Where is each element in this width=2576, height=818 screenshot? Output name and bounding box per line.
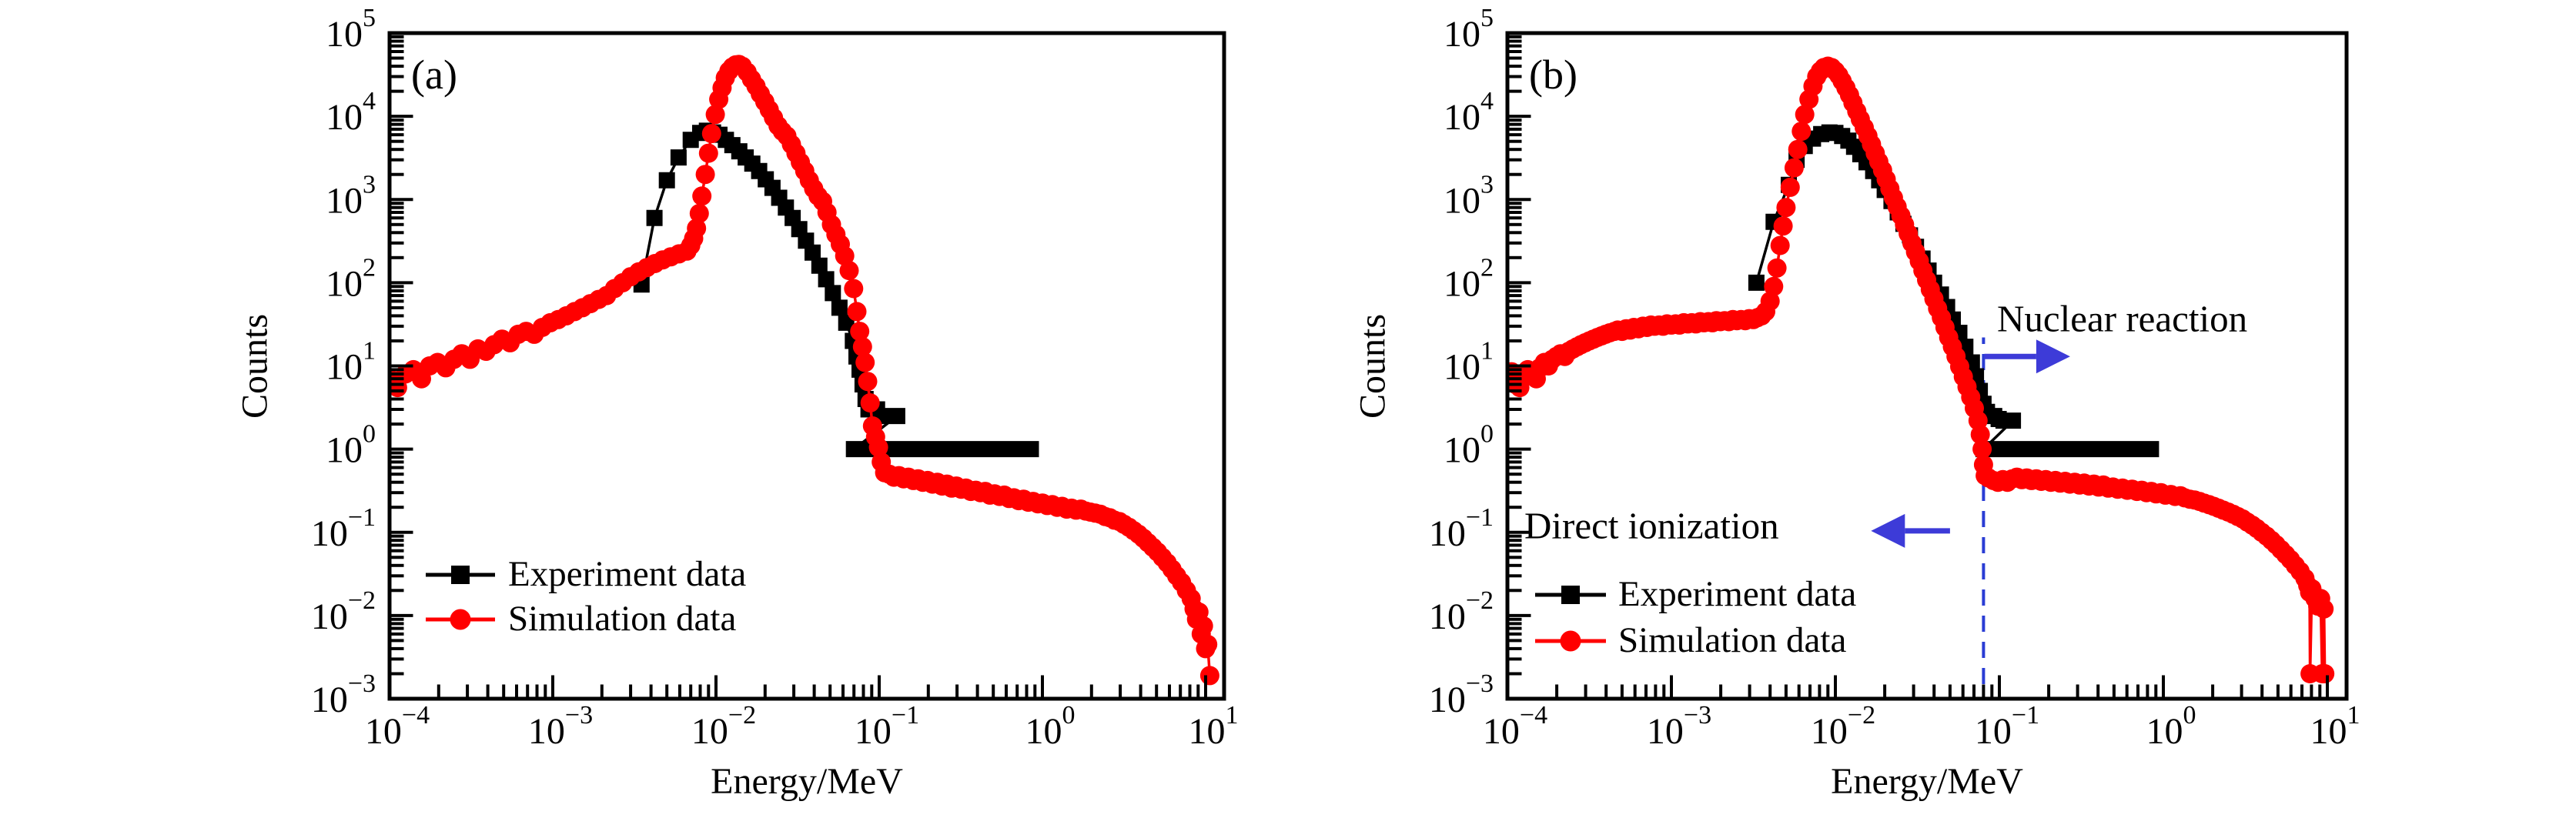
panel-b-legend-markers <box>1535 586 1606 652</box>
panel-a-x-tick-label: 10−3 <box>528 701 593 752</box>
panel-b-x-tick-label: 10−4 <box>1483 701 1547 752</box>
panel-b-experiment-data-line <box>1755 131 2151 451</box>
panel-a-tag: (a) <box>411 52 457 98</box>
panel-a-series-group <box>389 55 1219 686</box>
panel-b-left-arrow <box>1871 513 1950 548</box>
panel-b-x-axis-title: Energy/MeV <box>1831 761 2023 802</box>
panel-b-y-axis-title: Counts <box>1352 313 1393 419</box>
panel-b-ticks <box>1506 32 2329 700</box>
panel-a-y-axis-title: Counts <box>234 313 276 419</box>
panel-a-y-tick-label: 104 <box>326 87 376 138</box>
panel-a-simulation-data-markers <box>389 55 1219 686</box>
panel-a-legend-markers <box>426 566 495 630</box>
panel-a-legend-simulation-label: Simulation data <box>508 598 737 639</box>
panel-a-y-tick-label: 102 <box>326 253 376 304</box>
panel-b-y-tick-label: 101 <box>1444 337 1494 388</box>
panel-b-y-tick-label: 100 <box>1444 420 1494 471</box>
panel-a-x-axis-title: Energy/MeV <box>711 761 903 802</box>
panel-b-experiment-data-markers <box>1748 124 2159 458</box>
panel-a-y-tick-label: 105 <box>326 4 376 55</box>
panel-a-legend-experiment-label: Experiment data <box>508 553 747 594</box>
panel-a-x-tick-label: 10−2 <box>691 701 756 752</box>
panel-b-x-tick-label: 10−3 <box>1647 701 1711 752</box>
panel-b-right-arrow <box>1984 339 2070 374</box>
panel-b-legend-experiment-label: Experiment data <box>1618 573 1857 614</box>
direct-ionization-annotation: Direct ionization <box>1524 504 1779 547</box>
panel-b-y-tick-label: 103 <box>1444 170 1494 221</box>
panel-b-legend-simulation-label: Simulation data <box>1618 619 1847 660</box>
panel-a-plot-frame <box>387 31 1226 701</box>
panel-a-y-tick-label: 100 <box>326 420 376 471</box>
panel-a-x-tick-label: 100 <box>1025 701 1076 752</box>
panel-b-x-tick-label: 100 <box>2146 701 2196 752</box>
panel-b-tag: (b) <box>1529 52 1577 98</box>
panel-a-experiment-data-markers <box>633 122 1039 458</box>
panel-b-x-tick-label: 10−2 <box>1811 701 1875 752</box>
panel-a-x-tick-label: 10−1 <box>855 701 919 752</box>
panel-a-x-tick-label: 101 <box>1189 701 1239 752</box>
panel-a-y-tick-label: 101 <box>326 337 376 388</box>
panel-b-y-tick-label: 104 <box>1444 87 1494 138</box>
panel-a-y-tick-label: 10−2 <box>311 586 376 637</box>
panel-b-y-tick-label: 10−1 <box>1429 503 1494 554</box>
panel-b-plot-frame <box>1505 31 2349 701</box>
panel-b-x-tick-label: 101 <box>2310 701 2360 752</box>
panel-a-ticks <box>388 32 1207 700</box>
nuclear-reaction-annotation: Nuclear reaction <box>1997 297 2248 340</box>
panel-b-x-tick-label: 10−1 <box>1975 701 2039 752</box>
panel-b-y-tick-label: 10−2 <box>1429 586 1494 637</box>
panel-b-y-tick-label: 105 <box>1444 4 1494 55</box>
panel-a-y-tick-label: 10−1 <box>311 503 376 554</box>
panel-a-x-tick-label: 10−4 <box>365 701 430 752</box>
panel-b-series-group <box>1507 56 2335 683</box>
panel-b-y-tick-label: 102 <box>1444 253 1494 304</box>
panel-a-y-tick-label: 103 <box>326 170 376 221</box>
